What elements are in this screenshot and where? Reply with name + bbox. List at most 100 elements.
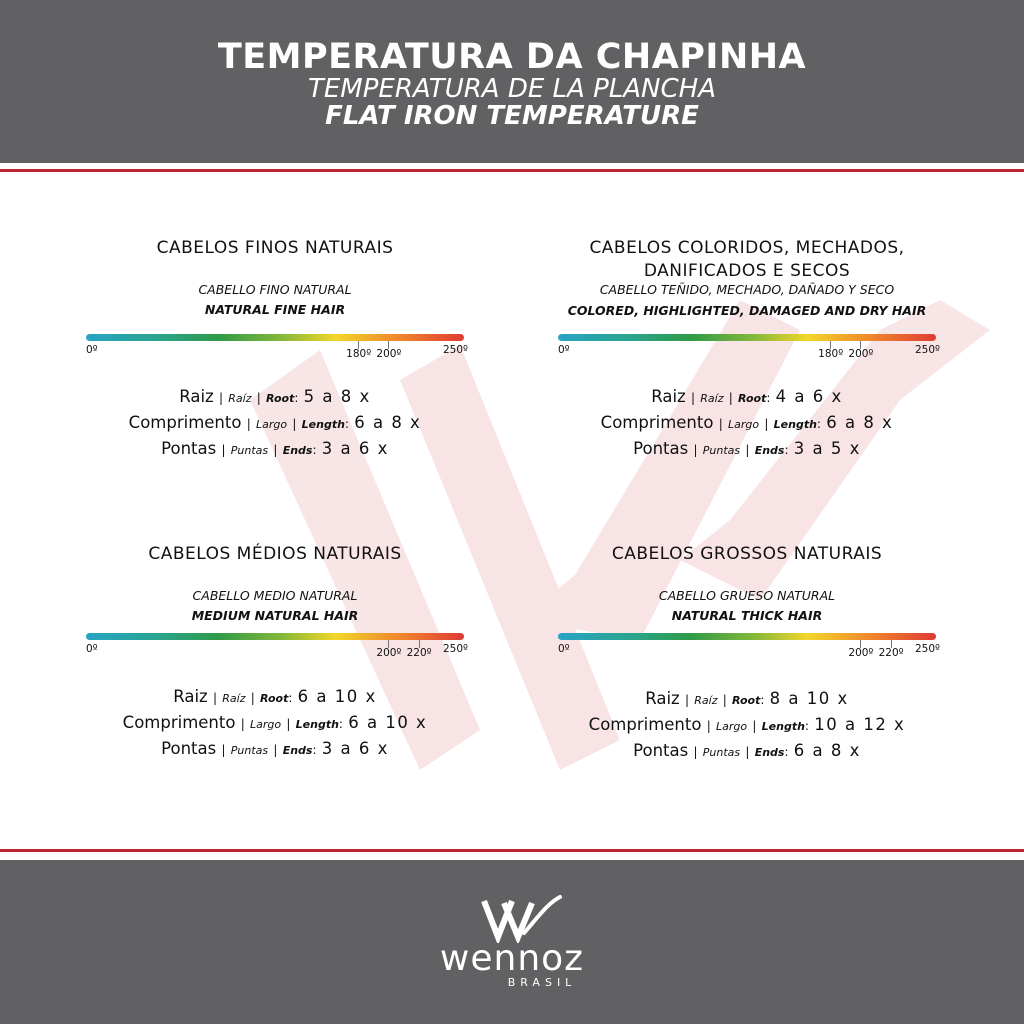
row-label-es: Largo — [716, 720, 748, 733]
scale-high-label: 200º — [376, 348, 402, 360]
footer-red-divider — [0, 849, 1024, 852]
section-subtitle-en: NATURAL FINE HAIR — [204, 302, 346, 317]
row-label-en: Root — [738, 392, 767, 405]
row-value: 3 a 6 x — [321, 439, 389, 458]
section-colored-hair: CABELOS COLORIDOS, MECHADOS, DANIFICADOS… — [527, 237, 967, 321]
section-title: CABELOS MÉDIOS NATURAIS — [148, 544, 402, 564]
section-subtitle-es: CABELLO TEÑIDO, MECHADO, DAÑADO Y SECO — [599, 282, 895, 297]
row-pontas: Pontas | Puntas | Ends: 6 a 8 x — [633, 741, 861, 760]
row-value: 5 a 8 x — [303, 387, 371, 406]
section-title: CABELOS FINOS NATURAIS — [156, 238, 394, 258]
row-label-en: Root — [732, 694, 761, 707]
temperature-gradient-bar — [558, 633, 936, 640]
temperature-scale: 0º 250º 200º 220º — [86, 633, 468, 663]
scale-min-label: 0º — [86, 344, 98, 356]
row-label: Pontas — [161, 439, 217, 458]
row-value: 3 a 6 x — [321, 739, 389, 758]
row-label: Comprimento — [128, 413, 242, 432]
scale-high-tick — [418, 640, 420, 648]
scale-high-label: 200º — [848, 348, 874, 360]
scale-min-label: 0º — [86, 643, 98, 655]
row-comprimento: Comprimento | Largo | Length: 6 a 8 x — [600, 413, 894, 432]
section-subtitle-en: MEDIUM NATURAL HAIR — [191, 608, 359, 623]
section-title-line-2: DANIFICADOS E SECOS — [643, 261, 851, 281]
row-value: 6 a 8 x — [793, 741, 861, 760]
row-raiz: Raiz | Raíz | Root: 6 a 10 x — [173, 687, 377, 706]
row-label-es: Raíz — [694, 694, 718, 707]
scale-min-label: 0º — [558, 344, 570, 356]
scale-max-label: 250º — [443, 643, 468, 655]
section-subtitle-es: CABELLO GRUESO NATURAL — [658, 588, 836, 603]
row-value: 6 a 8 x — [826, 413, 894, 432]
row-label-es: Raíz — [222, 692, 246, 705]
temperature-scale: 0º 250º 180º 200º — [86, 334, 468, 364]
temperature-scale: 0º 250º 180º 200º — [558, 334, 940, 364]
row-value: 8 a 10 x — [769, 689, 849, 708]
wennoz-w-logo-icon — [481, 895, 562, 943]
row-label-en: Length — [295, 718, 339, 731]
scale-high-tick — [388, 341, 390, 349]
section-subtitle-es: CABELLO MEDIO NATURAL — [192, 588, 358, 603]
scale-low-label: 180º — [818, 348, 844, 360]
row-value: 4 a 6 x — [775, 387, 843, 406]
row-label-es: Puntas — [702, 746, 741, 759]
row-label-es: Puntas — [702, 444, 741, 457]
scale-low-label: 200º — [376, 647, 402, 659]
row-label: Raiz — [651, 387, 686, 406]
row-label-es: Puntas — [230, 744, 269, 757]
row-label-en: Root — [266, 392, 295, 405]
header-banner: TEMPERATURA DA CHAPINHA TEMPERATURA DE L… — [0, 0, 1024, 163]
scale-low-tick — [358, 341, 360, 349]
scale-low-tick — [830, 341, 832, 349]
row-value: 10 a 12 x — [814, 715, 906, 734]
scale-low-tick — [860, 640, 862, 648]
row-label-es: Largo — [256, 418, 288, 431]
row-comprimento: Comprimento | Largo | Length: 6 a 8 x — [128, 413, 422, 432]
section-medium-hair: CABELOS MÉDIOS NATURAIS CABELLO MEDIO NA… — [55, 543, 495, 626]
row-pontas: Pontas | Puntas | Ends: 3 a 5 x — [633, 439, 861, 458]
row-comprimento: Comprimento | Largo | Length: 6 a 10 x — [122, 713, 428, 732]
scale-high-label: 220º — [878, 647, 904, 659]
section-title: CABELOS COLORIDOS, MECHADOS, — [589, 238, 905, 258]
section-title: CABELOS GROSSOS NATURAIS — [611, 544, 883, 564]
row-pontas: Pontas | Puntas | Ends: 3 a 6 x — [161, 739, 389, 758]
row-label-es: Puntas — [230, 444, 269, 457]
row-label: Raiz — [179, 387, 214, 406]
scale-high-tick — [860, 341, 862, 349]
row-value: 6 a 10 x — [297, 687, 377, 706]
section-thick-hair: CABELOS GROSSOS NATURAIS CABELLO GRUESO … — [527, 543, 967, 626]
row-raiz: Raiz | Raíz | Root: 4 a 6 x — [651, 387, 843, 406]
section-subtitle-en: COLORED, HIGHLIGHTED, DAMAGED AND DRY HA… — [567, 303, 927, 318]
row-label: Raiz — [173, 687, 208, 706]
scale-max-label: 250º — [443, 344, 468, 356]
scale-min-label: 0º — [558, 643, 570, 655]
row-label: Comprimento — [122, 713, 236, 732]
row-comprimento: Comprimento | Largo | Length: 10 a 12 x — [588, 715, 906, 734]
brand-name: wennoz — [439, 938, 585, 979]
section-subtitle-en: NATURAL THICK HAIR — [671, 608, 823, 623]
page-title-en: FLAT IRON TEMPERATURE — [325, 101, 699, 131]
row-label: Comprimento — [600, 413, 714, 432]
row-label: Pontas — [633, 741, 689, 760]
row-pontas: Pontas | Puntas | Ends: 3 a 6 x — [161, 439, 389, 458]
temperature-gradient-bar — [86, 334, 464, 341]
scale-high-tick — [890, 640, 892, 648]
row-label-en: Length — [773, 418, 817, 431]
scale-max-label: 250º — [915, 643, 940, 655]
row-label-en: Ends — [754, 444, 785, 457]
brand-subtitle: BRASIL — [507, 976, 577, 989]
row-label: Raiz — [645, 689, 680, 708]
row-label-en: Ends — [754, 746, 785, 759]
row-label-es: Raíz — [228, 392, 252, 405]
row-label-en: Ends — [282, 744, 313, 757]
row-label-es: Largo — [728, 418, 760, 431]
scale-low-label: 200º — [848, 647, 874, 659]
row-label: Pontas — [633, 439, 689, 458]
temperature-scale: 0º 250º 200º 220º — [558, 633, 940, 663]
row-value: 6 a 8 x — [354, 413, 422, 432]
row-value: 3 a 5 x — [793, 439, 861, 458]
row-value: 6 a 10 x — [348, 713, 428, 732]
scale-max-label: 250º — [915, 344, 940, 356]
footer-banner — [0, 860, 1024, 1024]
header-red-divider — [0, 169, 1024, 172]
